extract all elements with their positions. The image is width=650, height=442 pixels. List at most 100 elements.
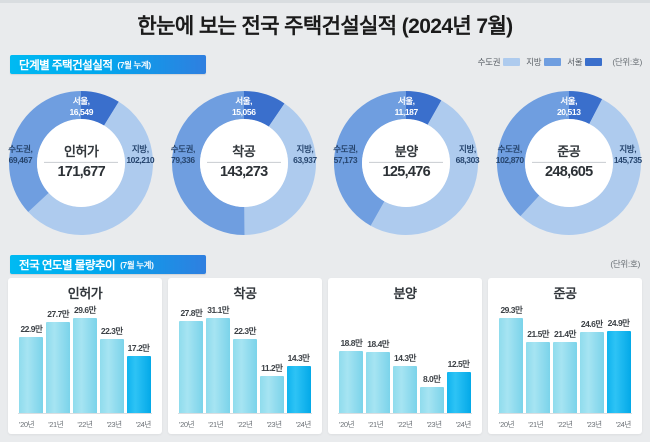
donut-label-sudogwon: 수도권, 69,467 (8, 144, 33, 165)
bar-plot-area: 22.9만 27.7만 29.6만 22.3만 17.2만 (14, 304, 156, 414)
donut-cell-분양: 서울, 11,187 수도권, 57,173 지방, 68,303 분양 125… (325, 82, 488, 250)
bar-panel-title: 분양 (393, 286, 417, 301)
bar-rect (99, 339, 124, 413)
x-axis-tick: '20년 (339, 419, 355, 429)
x-axis-labels: '20년 '21년 '22년 '23년 '24년 (492, 416, 638, 432)
bar-column: 22.9만 (19, 304, 44, 413)
donut-label-jibang: 지방, 63,937 (293, 144, 317, 165)
x-axis-tick: '23년 (106, 419, 122, 429)
donut-label-jibang-name: 지방, (296, 144, 314, 154)
bar-panel-착공: 착공 27.8만 31.1만 22.3만 11.2만 14.3만 '20년 '21… (168, 278, 322, 434)
bar-column: 14.3만 (392, 304, 418, 413)
bar-value-label: 27.7만 (47, 308, 70, 319)
bar-column: 22.3만 (99, 304, 124, 413)
x-axis-tick: '23년 (586, 419, 602, 429)
donut-label-sudogwon-value: 79,336 (171, 154, 195, 165)
bar-rect (419, 386, 444, 413)
bar-column: 21.5만 (526, 304, 551, 413)
bar-rect (206, 318, 231, 413)
donut-label-jibang: 지방, 102,210 (126, 144, 154, 165)
bar-chart-row: 인허가 22.9만 27.7만 29.6만 22.3만 17.2만 '20년 '2… (0, 278, 650, 434)
bar-rect (392, 365, 418, 413)
donut-label-sudogwon: 수도권, 57,173 (333, 144, 358, 165)
bar-column: 18.4만 (366, 304, 391, 413)
x-axis-tick: '21년 (528, 419, 544, 429)
bar-rect (19, 337, 44, 413)
bar-rect (366, 352, 391, 413)
x-axis-tick: '20년 (19, 419, 35, 429)
bar-series: 27.8만 31.1만 22.3만 11.2만 14.3만 (178, 304, 312, 413)
bar-rect (179, 321, 204, 413)
donut-label-jibang-value: 102,210 (126, 154, 155, 165)
x-axis-tick: '24년 (295, 419, 311, 429)
legend-item-seoul: 서울 (567, 56, 603, 68)
donut-label-seoul-name: 서울, (235, 96, 253, 106)
x-axis-tick: '21년 (368, 419, 384, 429)
donut-segment-jibang (28, 101, 154, 236)
bar-value-label: 27.8만 (180, 308, 203, 319)
x-axis-labels: '20년 '21년 '22년 '23년 '24년 (172, 416, 318, 432)
donut-hole (199, 119, 288, 207)
donut-hole (362, 119, 451, 207)
bar-panel-인허가: 인허가 22.9만 27.7만 29.6만 22.3만 17.2만 '20년 '2… (8, 278, 162, 434)
x-axis-tick: '21년 (48, 419, 64, 429)
x-axis-line (498, 413, 632, 414)
donut-chart-착공: 서울, 15,056 수도권, 79,336 지방, 63,937 착공 143… (169, 88, 319, 238)
x-axis-tick: '22년 (397, 419, 413, 429)
section-badge-yearly-trend: 전국 연도별 물량추이 (7월 누계) (10, 255, 206, 274)
bar-column: 24.9만 (606, 304, 631, 413)
top-divider (0, 0, 650, 3)
donut-chart-분양: 서울, 11,187 수도권, 57,173 지방, 68,303 분양 125… (331, 88, 481, 238)
donut-label-seoul: 서울, 20,513 (557, 96, 581, 117)
section1-badge-title: 단계별 주택건설실적 (19, 59, 113, 72)
x-axis-line (178, 413, 312, 414)
bar-rect (259, 376, 284, 413)
bar-value-label: 24.6만 (580, 318, 603, 329)
legend-swatch-sudogwon (503, 58, 521, 66)
bar-rect (232, 339, 258, 413)
donut-segment-seoul (406, 91, 442, 125)
x-axis-tick: '20년 (179, 419, 195, 429)
bar-panel-분양: 분양 18.8만 18.4만 14.3만 8.0만 12.5만 '20년 '21년… (328, 278, 482, 434)
bar-column: 17.2만 (126, 304, 151, 413)
donut-label-seoul: 서울, 16,549 (69, 96, 93, 117)
donut-label-jibang-name: 지방, (459, 144, 476, 154)
legend-label-sudogwon: 수도권 (477, 57, 501, 67)
bar-panel-title: 준공 (553, 286, 577, 301)
bar-column: 27.8만 (179, 304, 204, 413)
x-axis-tick: '22년 (77, 419, 93, 429)
donut-label-seoul: 서울, 15,056 (232, 96, 256, 117)
legend-swatch-jibang (544, 58, 562, 66)
donut-label-sudogwon: 수도권, 102,870 (496, 144, 524, 165)
bar-series: 22.9만 27.7만 29.6만 22.3만 17.2만 (18, 304, 152, 413)
bar-plot-area: 29.3만 21.5만 21.4만 24.6만 24.9만 (494, 304, 636, 414)
donut-cell-준공: 서울, 20,513 수도권, 102,870 지방, 145,735 준공 2… (488, 82, 650, 250)
bar-rect (579, 331, 604, 413)
donut-label-sudogwon: 수도권, 79,336 (171, 144, 196, 165)
bar-value-label: 31.1만 (207, 305, 230, 315)
legend-label-seoul: 서울 (567, 57, 583, 67)
bar-rect (499, 318, 524, 413)
donut-label-jibang: 지방, 145,735 (614, 144, 642, 165)
section2-unit: (단위:호) (610, 259, 640, 269)
bar-value-label: 11.2만 (261, 363, 283, 374)
bar-value-label: 24.9만 (607, 317, 630, 328)
bar-rect (339, 350, 364, 413)
bar-rect (46, 321, 71, 413)
bar-value-label: 8.0만 (422, 373, 441, 384)
donut-label-jibang: 지방, 68,303 (456, 144, 480, 165)
bar-value-label: 22.3만 (100, 326, 123, 337)
bar-column: 11.2만 (259, 304, 284, 413)
donut-label-jibang-value: 145,735 (613, 154, 642, 165)
bar-series: 29.3만 21.5만 21.4만 24.6만 24.9만 (498, 304, 632, 413)
bar-column: 18.8만 (339, 304, 364, 413)
donut-label-seoul-name: 서울, (560, 96, 578, 106)
bar-column: 29.3만 (499, 304, 524, 413)
donut-label-seoul-value: 16,549 (69, 106, 94, 117)
bar-value-label: 29.6만 (74, 305, 96, 315)
x-axis-labels: '20년 '21년 '22년 '23년 '24년 (332, 416, 478, 432)
donut-segment-jibang (370, 100, 479, 236)
bar-panel-준공: 준공 29.3만 21.5만 21.4만 24.6만 24.9만 '20년 '21… (488, 278, 642, 434)
x-axis-line (18, 413, 152, 414)
